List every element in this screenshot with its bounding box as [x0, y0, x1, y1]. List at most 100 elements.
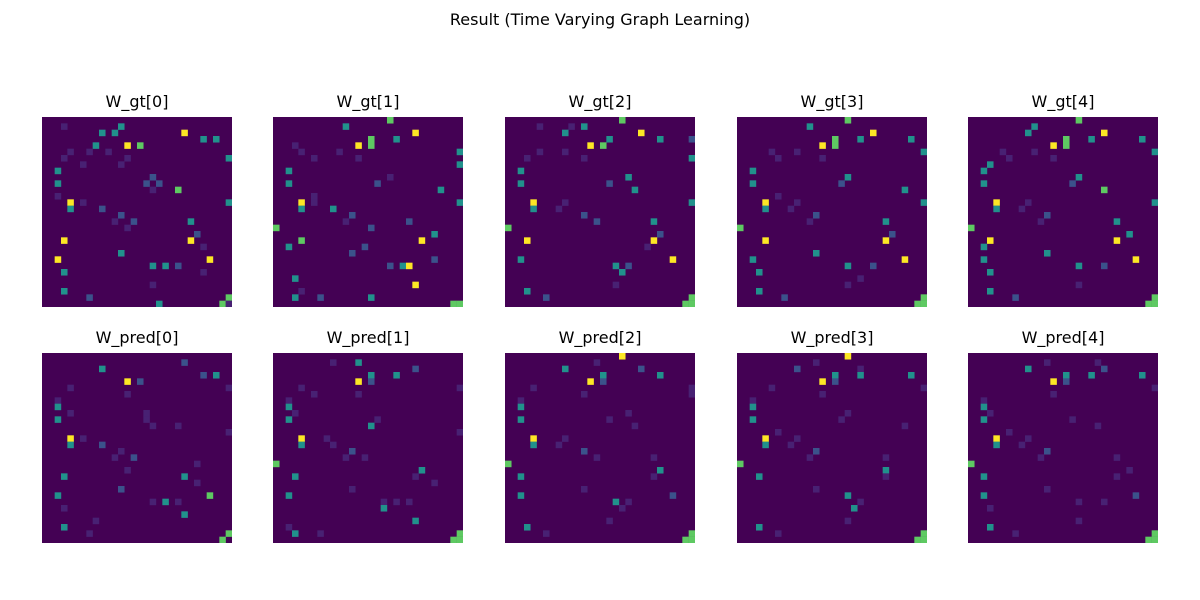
- panel-w-pred-1: W_pred[1]: [273, 328, 463, 543]
- heatmap-cell: [387, 174, 394, 181]
- heatmap-cell: [1063, 136, 1070, 143]
- heatmap-cell: [650, 237, 658, 244]
- heatmap-cell: [456, 429, 463, 436]
- heatmap-cell: [756, 269, 763, 276]
- heatmap-cell: [1044, 448, 1051, 455]
- heatmap-cell: [431, 256, 438, 263]
- heatmap-cell: [987, 288, 994, 295]
- heatmap-cell: [980, 243, 988, 251]
- heatmap-cell: [562, 435, 569, 442]
- heatmap-cell: [298, 288, 305, 295]
- heatmap-cell: [181, 511, 188, 518]
- heatmap-cell: [86, 148, 93, 156]
- heatmap-cell: [536, 148, 544, 156]
- heatmap-cell: [225, 294, 232, 301]
- heatmap-cell: [650, 473, 658, 480]
- heatmap-cell: [794, 199, 801, 206]
- heatmap-cell: [1025, 435, 1032, 442]
- heatmap-cell: [1025, 129, 1032, 137]
- heatmap-cell: [920, 199, 927, 206]
- heatmap-cell: [225, 429, 232, 436]
- heatmap-cell: [813, 250, 820, 257]
- heatmap-cell: [1075, 517, 1083, 525]
- heatmap-cell: [688, 536, 695, 543]
- heatmap-cell: [832, 136, 839, 143]
- heatmap-cell: [67, 441, 74, 449]
- heatmap-cell: [987, 410, 994, 417]
- heatmap-cell: [819, 378, 826, 385]
- heatmap-cell: [124, 155, 131, 162]
- heatmap-cell: [682, 300, 689, 307]
- heatmap-cell: [606, 136, 613, 143]
- heatmap-cell: [342, 454, 350, 461]
- heatmap-cell: [342, 123, 350, 130]
- heatmap-cell: [882, 473, 890, 480]
- heatmap-w-pred-2: [505, 353, 695, 543]
- heatmap-cell: [412, 281, 419, 289]
- heatmap-cell: [273, 224, 280, 232]
- heatmap-cell: [374, 416, 381, 423]
- heatmap-cell: [124, 467, 131, 474]
- heatmap-cell: [355, 391, 362, 398]
- heatmap-cell: [311, 193, 318, 200]
- heatmap-cell: [844, 492, 852, 499]
- heatmap-cell: [285, 180, 293, 187]
- heatmap-cell: [775, 155, 782, 162]
- heatmap-cell: [412, 517, 419, 525]
- heatmap-cell: [530, 384, 537, 392]
- heatmap-cell: [968, 224, 975, 232]
- heatmap-cell: [1025, 199, 1032, 206]
- heatmap-cell: [156, 300, 163, 307]
- heatmap-cell: [536, 123, 544, 130]
- heatmap-cell: [99, 441, 106, 449]
- heatmap-cell: [1126, 467, 1133, 474]
- heatmap-cell: [813, 212, 820, 219]
- heatmap-cell: [517, 492, 525, 499]
- heatmap-cell: [200, 243, 207, 251]
- heatmap-cell: [225, 199, 232, 206]
- heatmap-w-pred-3: [737, 353, 927, 543]
- heatmap-cell: [517, 167, 525, 175]
- heatmap-cell: [206, 256, 214, 263]
- heatmap-cell: [987, 524, 994, 531]
- heatmap-cell: [456, 148, 463, 156]
- heatmap-cell: [54, 193, 62, 200]
- heatmap-cell: [118, 161, 125, 168]
- heatmap-cell: [581, 448, 588, 455]
- heatmap-cell: [517, 397, 525, 404]
- heatmap-cell: [54, 180, 62, 187]
- heatmap-cell: [517, 416, 525, 423]
- heatmap-cell: [456, 300, 463, 307]
- figure-title: Result (Time Varying Graph Learning): [449, 10, 751, 29]
- heatmap-cell: [517, 403, 525, 411]
- heatmap-cell: [1145, 300, 1152, 307]
- heatmap-cell: [355, 142, 362, 149]
- heatmap-cell: [562, 365, 569, 373]
- heatmap-cell: [368, 422, 375, 430]
- heatmap-cell: [412, 129, 419, 137]
- heatmap-w-gt-0: [42, 117, 232, 307]
- heatmap-cell: [987, 269, 994, 276]
- heatmap-cell: [762, 205, 769, 213]
- heatmap-cell: [562, 129, 569, 137]
- heatmap-cell: [844, 353, 852, 360]
- heatmap-cell: [368, 294, 375, 301]
- heatmap-cell: [1151, 199, 1158, 206]
- heatmap-cell: [1113, 454, 1121, 461]
- heatmap-cell: [600, 372, 607, 379]
- heatmap-cell: [1044, 486, 1051, 493]
- heatmap-cell: [213, 372, 220, 379]
- heatmap-cell: [882, 218, 890, 225]
- panel-w-pred-2: W_pred[2]: [505, 328, 695, 543]
- heatmap-cell: [285, 243, 293, 251]
- heatmap-cell: [61, 123, 68, 130]
- heatmap-cell: [625, 498, 632, 506]
- heatmap-cell: [285, 397, 293, 404]
- heatmap-cell: [794, 365, 801, 373]
- heatmap-cell: [311, 391, 318, 398]
- panel-w-gt-3: W_gt[3]: [737, 92, 927, 307]
- heatmap-cell: [1101, 365, 1108, 373]
- heatmap-cell: [393, 136, 400, 143]
- heatmap-cell: [105, 148, 112, 156]
- heatmap-cell: [298, 205, 305, 213]
